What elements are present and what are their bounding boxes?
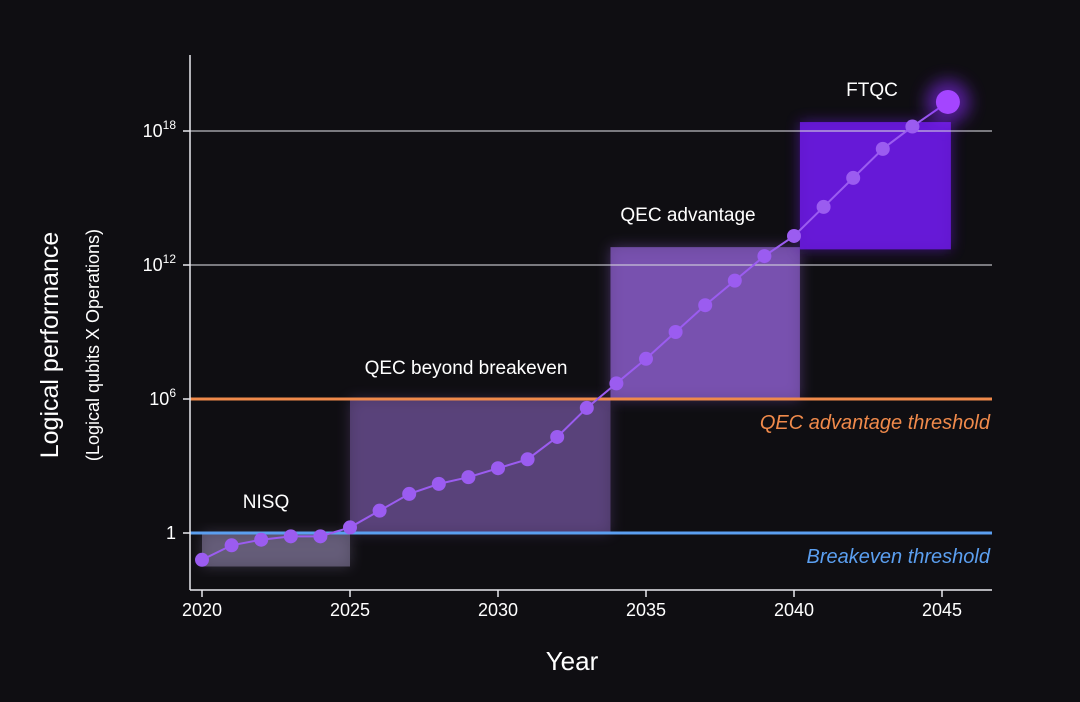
- gridlines: [190, 130, 992, 266]
- data-point: [461, 470, 476, 485]
- data-point: [343, 520, 357, 535]
- region-ftqc: [799, 122, 951, 250]
- threshold-label-qec-advantage-threshold: QEC advantage threshold: [760, 412, 991, 434]
- region-qec-beyond-breakeven: [350, 399, 611, 533]
- data-point: [372, 503, 387, 518]
- data-point: [698, 298, 713, 313]
- data-point: [757, 249, 772, 264]
- y-tick-label: 1: [166, 523, 176, 543]
- region-qec-advantage: [610, 247, 800, 399]
- data-point: [224, 538, 239, 553]
- data-point: [875, 141, 890, 156]
- data-point: [254, 532, 269, 547]
- y-tick-label: 106: [149, 386, 176, 409]
- data-point: [905, 119, 920, 134]
- data-point: [787, 228, 801, 243]
- regions: [202, 122, 951, 567]
- x-tick-label: 2025: [330, 600, 370, 620]
- y-tick-label: 1012: [143, 252, 177, 275]
- data-point: [520, 452, 535, 467]
- data-point: [431, 476, 446, 491]
- y-axis-title: Logical performance: [36, 232, 64, 459]
- y-tick-label: 1018: [143, 118, 177, 141]
- data-point: [668, 325, 683, 339]
- data-point: [491, 461, 505, 476]
- region-label-nisq: NISQ: [243, 492, 289, 513]
- x-axis-title: Year: [546, 646, 599, 676]
- data-point: [846, 170, 861, 185]
- data-point: [727, 273, 742, 288]
- axes: [183, 55, 992, 597]
- x-tick-label: 2030: [478, 600, 518, 620]
- region-label-qec-advantage: QEC advantage: [620, 205, 755, 226]
- data-point: [313, 529, 328, 544]
- x-tick-label: 2040: [774, 600, 814, 620]
- labels: NISQ QEC beyond breakeven QEC advantage FTQ…: [36, 80, 991, 676]
- data-point: [639, 351, 653, 366]
- y-axis-subtitle: (Logical qubits X Operations): [83, 229, 103, 461]
- data-point: [579, 400, 594, 415]
- x-tick-label: 2035: [626, 600, 666, 620]
- data-point: [550, 429, 565, 444]
- threshold-label-breakeven-threshold: Breakeven threshold: [807, 546, 991, 568]
- data-point: [935, 89, 960, 114]
- data-point: [609, 376, 624, 391]
- data-point: [195, 552, 209, 567]
- x-tick-label: 2020: [182, 600, 222, 620]
- region-label-qec-beyond-breakeven: QEC beyond breakeven: [365, 358, 568, 379]
- data-point: [816, 199, 831, 214]
- data-point: [283, 529, 298, 544]
- series: [195, 79, 970, 567]
- data-point: [402, 486, 417, 501]
- region-label-ftqc: FTQC: [846, 80, 898, 101]
- x-tick-label: 2045: [922, 600, 962, 620]
